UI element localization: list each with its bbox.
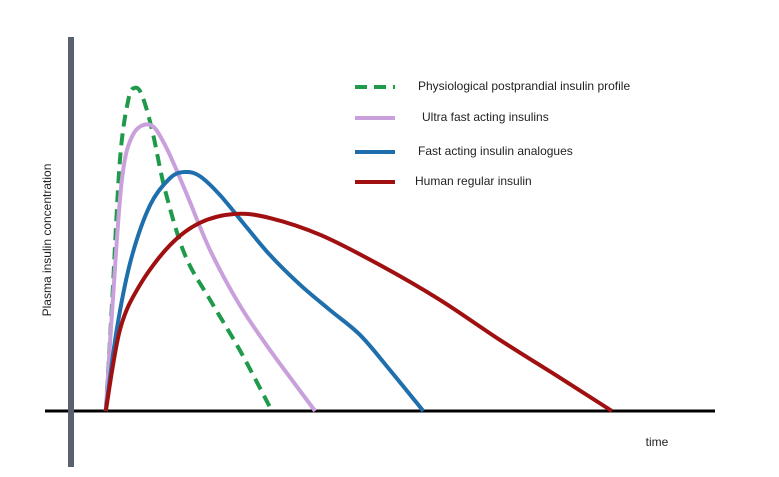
legend-label: Physiological postprandial insulin profi… — [418, 79, 630, 93]
series-line — [103, 211, 614, 413]
series-line — [103, 169, 425, 413]
legend-label: Ultra fast acting insulins — [422, 110, 549, 124]
legend-label: Human regular insulin — [415, 174, 532, 188]
y-axis-label: Plasma insulin concentration — [40, 164, 54, 317]
legend-label: Fast acting insulin analogues — [418, 144, 573, 158]
x-axis-label: time — [646, 435, 669, 449]
series-line — [103, 122, 317, 413]
